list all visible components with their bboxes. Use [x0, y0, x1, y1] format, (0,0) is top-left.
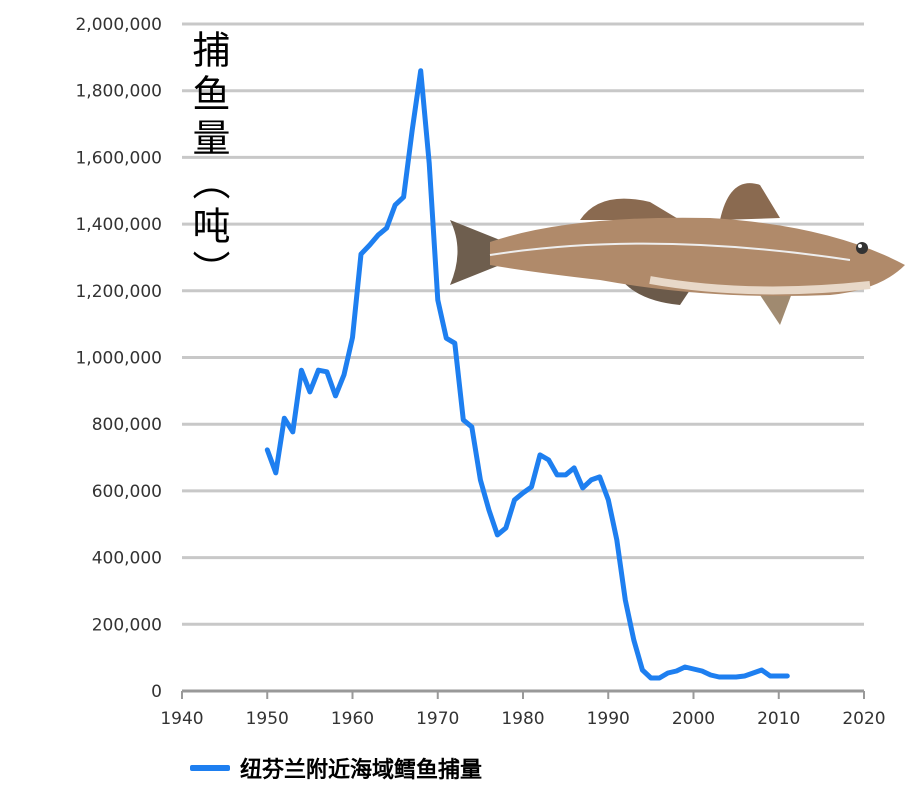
x-tick-label: 1940 [160, 709, 203, 729]
x-tick-label: 1990 [587, 709, 630, 729]
x-tick-label: 1950 [246, 709, 289, 729]
y-tick-label: 2,000,000 [75, 15, 162, 35]
x-tick-label: 1980 [501, 709, 544, 729]
y-tick-label: 1,800,000 [75, 82, 162, 102]
y-tick-label: 0 [151, 682, 162, 702]
fish-illustration [450, 183, 905, 325]
y-tick-label: 200,000 [92, 615, 162, 635]
legend-swatch [190, 765, 230, 771]
x-tick-label: 1970 [416, 709, 459, 729]
y-axis-ticks: 0 200,000 400,000 600,000 800,000 1,000,000 1,… [75, 15, 162, 702]
y-tick-label: 1,400,000 [75, 215, 162, 235]
gridlines [182, 22, 864, 693]
legend-label: 纽芬兰附近海域鳕鱼捕量 [240, 758, 483, 783]
x-tick-label: 2020 [842, 709, 885, 729]
y-tick-label: 1,200,000 [75, 282, 162, 302]
x-tick-label: 2010 [757, 709, 800, 729]
x-tick-label: 2000 [672, 709, 715, 729]
series-line [264, 68, 790, 681]
y-tick-label: 400,000 [92, 549, 162, 569]
y-tick-label: 600,000 [92, 482, 162, 502]
y-tick-label: 800,000 [92, 415, 162, 435]
x-tick-label: 1960 [331, 709, 374, 729]
legend: 纽芬兰附近海域鳕鱼捕量 [190, 752, 482, 784]
y-tick-label: 1,000,000 [75, 349, 162, 369]
y-tick-label: 1,600,000 [75, 148, 162, 168]
y-axis-label: 捕鱼量（吨） [186, 30, 230, 294]
x-axis-ticks: 1940 1950 1960 1970 1980 1990 2000 2010 2020 [160, 691, 886, 729]
